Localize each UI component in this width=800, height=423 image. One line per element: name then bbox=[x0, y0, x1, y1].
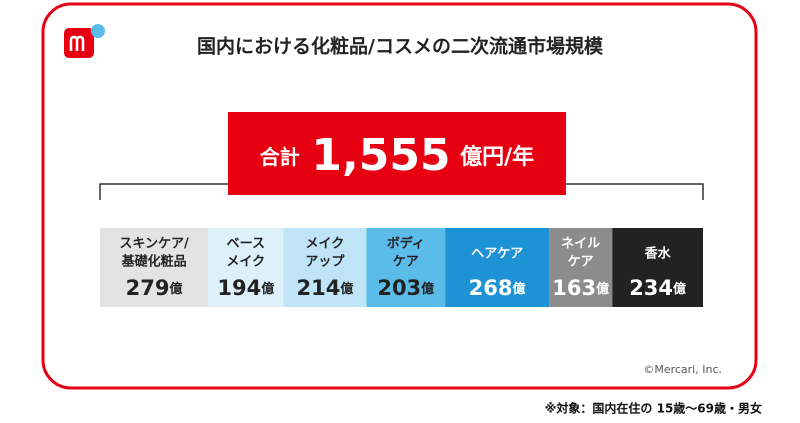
value-unit: 億 bbox=[261, 281, 274, 297]
total-unit: 億円/年 bbox=[460, 144, 534, 170]
value-number: 279 bbox=[126, 276, 170, 300]
value-unit: 億 bbox=[596, 281, 609, 297]
category-label: 基礎化粧品 bbox=[121, 254, 187, 270]
category-label: メイク bbox=[226, 255, 265, 270]
value-unit: 億 bbox=[340, 281, 353, 297]
value-label: 279億 bbox=[126, 276, 183, 300]
segment bbox=[366, 228, 446, 307]
copyright: ©Mercari, Inc. bbox=[643, 363, 722, 376]
total-prefix: 合計 bbox=[260, 145, 300, 169]
value-number: 214 bbox=[296, 276, 340, 300]
value-number: 194 bbox=[217, 276, 261, 300]
logo bbox=[64, 24, 105, 58]
category-label: ケア bbox=[568, 255, 594, 270]
value-label: 163億 bbox=[552, 276, 609, 300]
note: ※対象：国内在住の 15歳〜69歳・男女 bbox=[545, 401, 762, 416]
segment bbox=[283, 228, 367, 307]
segment bbox=[100, 228, 209, 307]
value-label: 234億 bbox=[629, 276, 686, 300]
value-unit: 億 bbox=[673, 281, 686, 297]
logo-box bbox=[64, 28, 94, 58]
category-label: ボディ bbox=[387, 236, 425, 252]
segment bbox=[445, 228, 550, 307]
category-label: ケア bbox=[393, 255, 419, 270]
total-text: 合計 1,555 億円/年 bbox=[260, 130, 534, 181]
value-label: 268億 bbox=[469, 276, 526, 300]
total-value: 1,555 bbox=[311, 130, 450, 181]
category-label: ベース bbox=[227, 237, 265, 252]
category-label: ヘアケア bbox=[471, 247, 523, 262]
logo-dot bbox=[91, 24, 105, 38]
value-label: 194億 bbox=[217, 276, 274, 300]
value-number: 268 bbox=[469, 276, 513, 300]
value-number: 203 bbox=[377, 276, 421, 300]
value-unit: 億 bbox=[421, 281, 434, 297]
segment bbox=[208, 228, 284, 307]
total-box bbox=[228, 112, 566, 195]
title: 国内における化粧品/コスメの二次流通市場規模 bbox=[197, 35, 604, 58]
category-label: メイク bbox=[306, 237, 345, 252]
logo-m bbox=[69, 35, 85, 51]
value-unit: 億 bbox=[170, 281, 183, 297]
value-label: 214億 bbox=[296, 276, 353, 300]
value-number: 163 bbox=[552, 276, 596, 300]
segment bbox=[612, 228, 703, 307]
value-label: 203億 bbox=[377, 276, 434, 300]
segments: スキンケア/基礎化粧品279億ベースメイク194億メイクアップ214億ボディケア… bbox=[100, 228, 703, 307]
category-label: スキンケア/ bbox=[119, 237, 189, 252]
category-label: アップ bbox=[305, 255, 345, 270]
category-label: 香水 bbox=[644, 246, 672, 262]
value-number: 234 bbox=[629, 276, 673, 300]
category-label: ネイル bbox=[561, 237, 600, 252]
frame bbox=[41, 2, 758, 390]
segment bbox=[549, 228, 613, 307]
value-unit: 億 bbox=[513, 281, 526, 297]
